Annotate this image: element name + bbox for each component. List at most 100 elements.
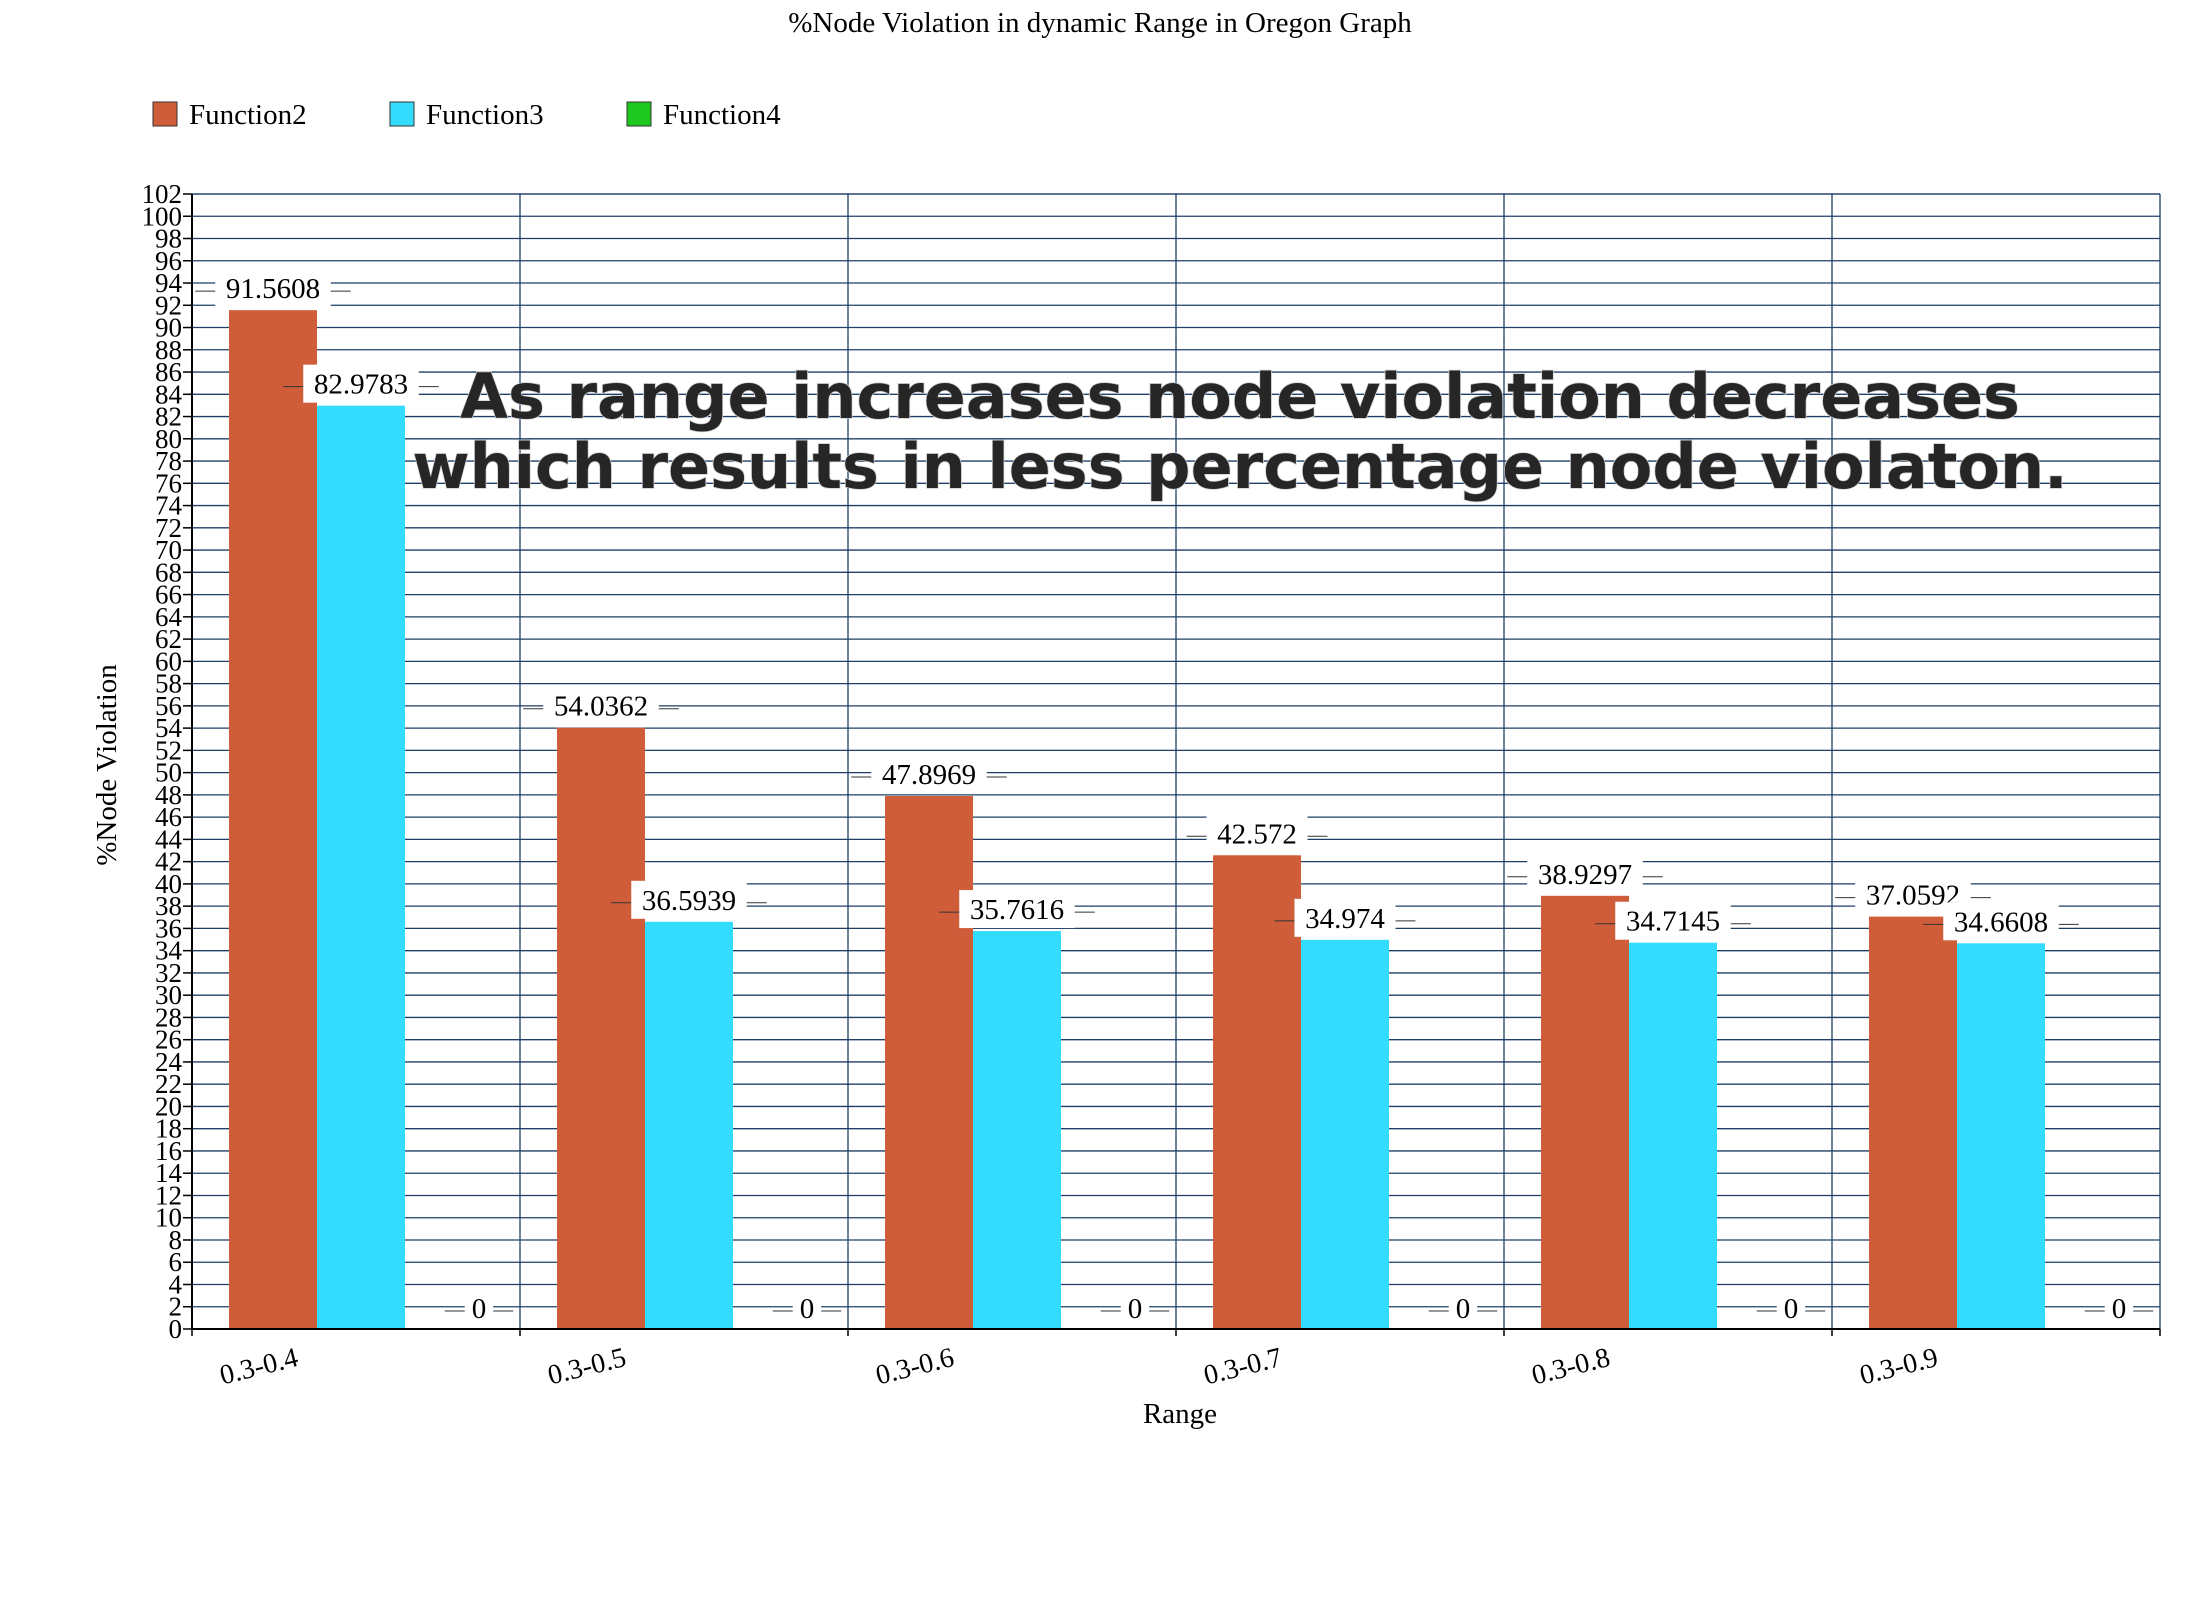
y-tick-label: 46 [155,802,182,832]
chart-title: %Node Violation in dynamic Range in Oreg… [788,7,1412,39]
legend-label: Function4 [663,99,781,131]
y-tick-label: 40 [155,869,182,899]
data-label-function3-0.3-0.7: 34.974 [1305,903,1385,935]
bar-function2-0.3-0.4 [229,310,317,1329]
data-labels: 91.5608 82.9783 0 54.0362 36.5939 0 47.8969 35.… [195,269,2154,1327]
y-tick-label: 92 [155,290,182,320]
y-tick-label: 90 [155,313,182,343]
legend-item-function4[interactable]: Function4 [626,99,781,131]
x-tick-label: 0.3-0.7 [1201,1342,1285,1391]
y-tick-label: 78 [155,446,182,476]
y-tick-label: 48 [155,780,182,810]
data-label-function4-0.3-0.6: 0 [1128,1293,1143,1325]
legend-item-function2[interactable]: Function2 [152,99,307,131]
data-label-function2-0.3-0.7: 42.572 [1217,818,1297,850]
data-label-box [959,890,1075,929]
y-axis-title: %Node Violation [91,664,123,866]
y-tick-label: 68 [155,557,182,587]
y-tick-label: 84 [155,379,183,409]
y-tick-label: 24 [155,1047,183,1077]
data-label-box [215,269,331,308]
y-tick-label: 36 [155,913,182,943]
legend-label: Function3 [426,99,544,131]
y-tick-label: 20 [155,1091,182,1121]
y-tick-label: 28 [155,1002,182,1032]
y-tick-label: 38 [155,891,182,921]
y-tick-label: 70 [155,535,182,565]
data-label-function4-0.3-0.5: 0 [800,1293,815,1325]
data-label-function3-0.3-0.5: 36.5939 [642,885,736,917]
data-label-box [1448,1289,1478,1327]
y-tick-label: 4 [169,1269,183,1299]
y-tick-labels: 0246810121416182022242628303234363840424… [142,179,192,1344]
grid-lines [192,193,2161,1329]
y-tick-label: 32 [155,958,182,988]
y-tick-label: 98 [155,224,182,254]
y-tick-label: 94 [155,268,183,298]
y-tick-label: 96 [155,246,182,276]
y-tick-label: 14 [155,1158,183,1188]
data-label-box [303,364,419,403]
legend-swatch [152,101,178,127]
y-tick-label: 76 [155,468,182,498]
data-label-function2-0.3-0.4: 91.5608 [226,273,320,305]
data-label-function4-0.3-0.4: 0 [472,1293,487,1325]
bar-function2-0.3-0.9 [1869,916,1957,1329]
y-tick-label: 22 [155,1069,182,1099]
y-tick-label: 60 [155,646,182,676]
y-tick-label: 74 [155,491,183,521]
y-tick-label: 52 [155,735,182,765]
data-label-box [1206,814,1308,853]
y-tick-label: 102 [142,179,183,209]
legend: Function2 Function3 Function4 [152,99,781,131]
x-tick-labels: 0.3-0.4 0.3-0.5 0.3-0.6 0.3-0.7 0.3-0.8 0.3-0… [217,1342,1941,1391]
y-tick-label: 6 [169,1247,183,1277]
y-tick-label: 44 [155,824,183,854]
data-label-box [543,686,659,725]
data-label-box [2104,1289,2134,1327]
y-tick-label: 16 [155,1136,182,1166]
y-tick-label: 26 [155,1025,182,1055]
y-tick-label: 34 [155,936,183,966]
y-tick-label: 8 [169,1225,183,1255]
bars [229,310,2045,1329]
y-tick-label: 50 [155,758,182,788]
data-label-box [1294,898,1396,937]
y-tick-label: 18 [155,1114,182,1144]
x-tick-label: 0.3-0.5 [545,1342,629,1391]
y-tick-label: 66 [155,580,182,610]
data-label-box [1615,901,1731,940]
bar-function2-0.3-0.5 [557,727,645,1329]
y-tick-label: 56 [155,691,182,721]
y-tick-label: 2 [169,1292,183,1322]
y-tick-label: 72 [155,513,182,543]
legend-label: Function2 [189,99,307,131]
data-label-function3-0.3-0.9: 34.6608 [1954,906,2048,938]
data-label-function3-0.3-0.4: 82.9783 [314,369,408,401]
bar-function2-0.3-0.6 [885,796,973,1329]
annotation-line-1: As range increases node violation decrea… [460,360,2020,433]
y-tick-label: 42 [155,847,182,877]
bar-function2-0.3-0.8 [1541,895,1629,1329]
y-tick-label: 82 [155,402,182,432]
y-tick-label: 10 [155,1203,182,1233]
y-tick-label: 64 [155,602,183,632]
y-tick-label: 100 [142,201,183,231]
y-tick-label: 0 [169,1314,183,1344]
bar-function3-0.3-0.9 [1957,943,2045,1329]
data-label-function4-0.3-0.9: 0 [2112,1293,2127,1325]
y-tick-label: 62 [155,624,182,654]
y-tick-label: 30 [155,980,182,1010]
legend-swatch [389,101,415,127]
legend-item-function3[interactable]: Function3 [389,99,544,131]
bar-function3-0.3-0.8 [1629,942,1717,1329]
data-label-function3-0.3-0.6: 35.7616 [970,894,1064,926]
y-tick-label: 80 [155,424,182,454]
annotation-text: As range increases node violation decrea… [412,359,2069,504]
bar-function3-0.3-0.7 [1301,939,1389,1329]
bar-function3-0.3-0.4 [317,405,405,1329]
y-tick-label: 88 [155,335,182,365]
data-label-function2-0.3-0.8: 38.9297 [1538,859,1632,891]
